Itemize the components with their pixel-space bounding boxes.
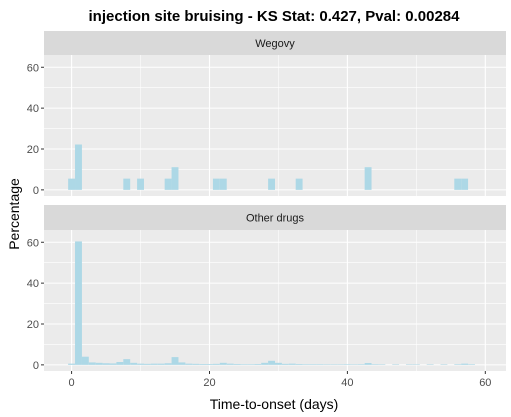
histogram-bar — [150, 363, 158, 365]
histogram-bar — [454, 178, 462, 190]
histogram-bar — [343, 364, 351, 365]
histogram-bar — [233, 364, 241, 365]
histogram-bar — [137, 363, 144, 365]
histogram-bar — [268, 178, 275, 190]
panel-background — [44, 55, 506, 196]
histogram-bar — [219, 178, 227, 190]
y-tick-label: 40 — [27, 103, 39, 115]
histogram-bar — [323, 364, 331, 365]
histogram-bar — [461, 363, 469, 365]
strip-background — [44, 205, 506, 230]
histogram-bar — [412, 364, 420, 365]
x-tick-label: 0 — [69, 377, 75, 389]
histogram-bar — [350, 364, 358, 365]
histogram-bar — [75, 241, 82, 365]
y-axis-title: Percentage — [6, 178, 22, 250]
histogram-bar — [268, 360, 275, 365]
x-tick-label: 40 — [341, 377, 353, 389]
histogram-bar — [157, 363, 165, 365]
histogram-bar — [295, 364, 303, 365]
histogram-bar — [81, 356, 89, 365]
histogram-bar — [337, 364, 344, 365]
histogram-bar — [143, 363, 151, 365]
histogram-bar — [123, 359, 131, 365]
histogram-bar — [116, 362, 124, 365]
histogram-bar — [302, 364, 310, 365]
histogram-bar — [199, 364, 207, 365]
histogram-bar — [240, 364, 248, 365]
strip-background — [44, 31, 506, 55]
histogram-bar — [88, 362, 96, 365]
facet-panel-wegovy: Wegovy 0 20 40 60 — [27, 31, 506, 197]
panel-background — [44, 230, 506, 371]
y-tick-label: 60 — [27, 237, 39, 249]
strip-label: Wegovy — [255, 38, 295, 50]
histogram-bar — [295, 178, 303, 190]
x-tick-label: 60 — [479, 377, 491, 389]
histogram-bar — [102, 363, 110, 365]
histogram-bar — [461, 178, 469, 190]
histogram-bar — [164, 363, 172, 365]
histogram-bar — [406, 364, 413, 365]
histogram-bar — [364, 363, 372, 365]
facet-panels: Wegovy 0 20 40 60 Other drugs 0 20 40 60 0 20 40 60 — [27, 31, 506, 389]
histogram-bar — [219, 362, 227, 365]
histogram-bar — [130, 362, 138, 365]
histogram-bar — [426, 364, 434, 365]
histogram-bar — [357, 364, 365, 365]
histogram-bar — [192, 363, 200, 365]
histogram-bar — [261, 362, 269, 365]
histogram-bar — [212, 178, 220, 190]
histogram-bar — [95, 362, 103, 365]
histogram-bar — [309, 364, 317, 365]
histogram-bar — [392, 364, 400, 365]
strip-label: Other drugs — [246, 213, 305, 225]
histogram-bar — [378, 364, 386, 365]
histogram-bar — [330, 364, 338, 365]
y-tick-label: 20 — [27, 144, 39, 156]
histogram-bar — [468, 364, 475, 365]
y-tick-label: 0 — [33, 185, 39, 197]
histogram-bar — [254, 364, 262, 365]
histogram-bar — [454, 364, 462, 365]
histogram-bar — [68, 363, 76, 365]
histogram-bar — [371, 364, 379, 365]
histogram-bar — [109, 363, 117, 365]
histogram-bar — [68, 178, 76, 190]
y-tick-label: 20 — [27, 319, 39, 331]
histogram-bar — [164, 178, 172, 190]
chart-title: injection site bruising - KS Stat: 0.427… — [89, 8, 461, 25]
histogram-bar — [440, 364, 448, 365]
histogram-bar — [171, 167, 179, 190]
histogram-bar — [247, 364, 255, 365]
histogram-bar — [75, 144, 82, 190]
histogram-bar — [281, 363, 289, 365]
x-axis-title: Time-to-onset (days) — [210, 396, 339, 412]
histogram-bar — [123, 178, 131, 190]
histogram-bar — [364, 167, 372, 190]
histogram-bar — [137, 178, 144, 190]
y-tick-label: 0 — [33, 360, 39, 372]
y-tick-label: 40 — [27, 278, 39, 290]
histogram-bar — [288, 363, 296, 365]
x-tick-label: 20 — [203, 377, 215, 389]
histogram-bar — [178, 362, 186, 365]
y-tick-label: 60 — [27, 62, 39, 74]
histogram-bar — [212, 363, 220, 365]
facet-panel-other-drugs: Other drugs 0 20 40 60 0 20 40 60 — [27, 205, 506, 389]
histogram-bar — [226, 363, 234, 365]
histogram-bar — [275, 362, 282, 365]
histogram-bar — [206, 364, 213, 365]
histogram-bar — [185, 363, 193, 365]
histogram-bar — [316, 364, 324, 365]
histogram-bar — [171, 357, 179, 365]
